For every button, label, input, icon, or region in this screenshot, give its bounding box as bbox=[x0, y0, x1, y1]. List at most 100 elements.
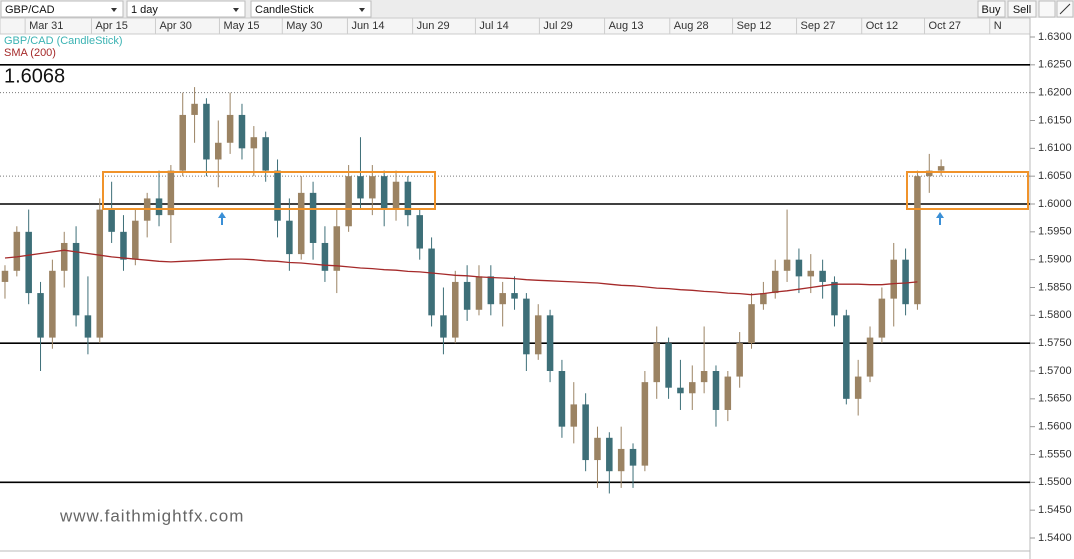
candle-body bbox=[831, 281, 838, 316]
x-tick-label: Jun 14 bbox=[351, 20, 384, 32]
tool-button[interactable] bbox=[1038, 0, 1056, 18]
candle-body bbox=[49, 270, 56, 338]
candle-body bbox=[712, 371, 720, 410]
candle-body bbox=[37, 293, 44, 338]
candle-body bbox=[226, 114, 234, 143]
candle-body bbox=[404, 181, 412, 216]
candle-body bbox=[653, 343, 660, 383]
y-tick-label: 1.5850 bbox=[1038, 281, 1072, 293]
candle-body bbox=[617, 448, 625, 472]
candle-body bbox=[606, 437, 613, 472]
x-tick-label: May 30 bbox=[286, 20, 322, 32]
sell-button[interactable] bbox=[1007, 0, 1037, 18]
candle-body bbox=[689, 382, 696, 394]
candle-body bbox=[700, 371, 708, 383]
candle-body bbox=[736, 343, 743, 377]
x-tick-label: Mar 31 bbox=[29, 20, 63, 32]
candle-body bbox=[807, 270, 815, 277]
highlight-box bbox=[102, 171, 436, 210]
candle-body bbox=[428, 248, 435, 316]
candle-body bbox=[902, 259, 909, 305]
x-tick-label: Oct 27 bbox=[929, 20, 961, 32]
candle-body bbox=[262, 137, 269, 171]
candle-body bbox=[724, 376, 732, 410]
plot-area: 1.5400 1.5450 1.5500 1.5550 1.5600 1.5650 1.57… bbox=[0, 18, 1072, 544]
candle-body bbox=[25, 231, 32, 294]
chart-type-select[interactable] bbox=[250, 0, 372, 18]
pencil-icon bbox=[1059, 3, 1071, 15]
dropdown-arrow bbox=[233, 8, 239, 12]
symbol: GBP/CAD bbox=[5, 4, 55, 16]
candle-body bbox=[96, 209, 104, 338]
candle-body bbox=[878, 298, 886, 338]
candle-body bbox=[416, 215, 423, 249]
candle-body bbox=[677, 387, 684, 394]
candle-body bbox=[321, 242, 329, 271]
candle-body bbox=[771, 270, 779, 294]
candle-body bbox=[84, 315, 92, 338]
legend-entry: SMA (200) bbox=[4, 47, 56, 59]
x-tick-label: Sep 27 bbox=[801, 20, 836, 32]
candle-body bbox=[665, 343, 672, 388]
symbol-select[interactable] bbox=[0, 0, 124, 18]
candle-body bbox=[203, 103, 210, 160]
sell-label: Sell bbox=[1013, 4, 1031, 16]
sma-line bbox=[4, 249, 918, 296]
candle-body bbox=[570, 404, 578, 427]
candle-body bbox=[499, 293, 506, 305]
y-tick-label: 1.5600 bbox=[1038, 421, 1072, 433]
buy-button[interactable] bbox=[977, 0, 1006, 18]
dropdown-arrow bbox=[111, 8, 117, 12]
candle-body bbox=[369, 176, 376, 199]
candle-body bbox=[120, 231, 127, 260]
candle-body bbox=[582, 404, 589, 461]
candle-body bbox=[914, 176, 921, 305]
interval-select[interactable] bbox=[126, 0, 246, 18]
candle-body bbox=[13, 231, 21, 271]
last-price: 1.6068 bbox=[4, 65, 65, 87]
candle-body bbox=[179, 114, 186, 171]
candle-body bbox=[357, 176, 364, 199]
candle-body bbox=[380, 176, 388, 210]
y-tick-label: 1.6050 bbox=[1038, 170, 1072, 182]
y-tick-label: 1.5900 bbox=[1038, 254, 1072, 266]
x-tick-label: Jul 29 bbox=[543, 20, 572, 32]
candle-body bbox=[333, 226, 341, 271]
y-tick-label: 1.5400 bbox=[1038, 532, 1072, 544]
candle-body bbox=[274, 170, 281, 221]
candle-body bbox=[534, 315, 542, 355]
candle-body bbox=[523, 298, 530, 355]
y-tick-label: 1.6100 bbox=[1038, 142, 1072, 154]
y-tick-label: 1.6300 bbox=[1038, 31, 1072, 43]
candle-body bbox=[783, 259, 791, 271]
y-tick-label: 1.5450 bbox=[1038, 504, 1072, 516]
candle-body bbox=[155, 198, 163, 216]
chart-type: CandleStick bbox=[255, 4, 314, 16]
candle-body bbox=[937, 166, 945, 171]
legend-entry: GBP/CAD (CandleStick) bbox=[4, 35, 123, 47]
candle-body bbox=[60, 242, 68, 271]
dropdown-arrow bbox=[359, 8, 365, 12]
y-tick-label: 1.5700 bbox=[1038, 365, 1072, 377]
candle-body bbox=[440, 315, 447, 338]
candle-body bbox=[819, 270, 826, 282]
candle-body bbox=[866, 337, 874, 377]
y-tick-label: 1.5800 bbox=[1038, 309, 1072, 321]
candle-body bbox=[487, 276, 495, 305]
candle-body bbox=[452, 281, 459, 338]
candle-body bbox=[475, 276, 483, 310]
candle-body bbox=[108, 209, 115, 232]
candle-body bbox=[558, 371, 566, 427]
candle-body bbox=[641, 382, 649, 466]
candle-body bbox=[345, 176, 352, 227]
candle-body bbox=[392, 181, 400, 210]
candle-body bbox=[854, 376, 862, 399]
candle-body bbox=[748, 304, 755, 344]
candle-body bbox=[215, 142, 222, 160]
arrow bbox=[218, 212, 226, 225]
candle-body bbox=[191, 103, 198, 115]
x-tick-label: Oct 12 bbox=[866, 20, 898, 32]
candle-body bbox=[238, 114, 246, 149]
